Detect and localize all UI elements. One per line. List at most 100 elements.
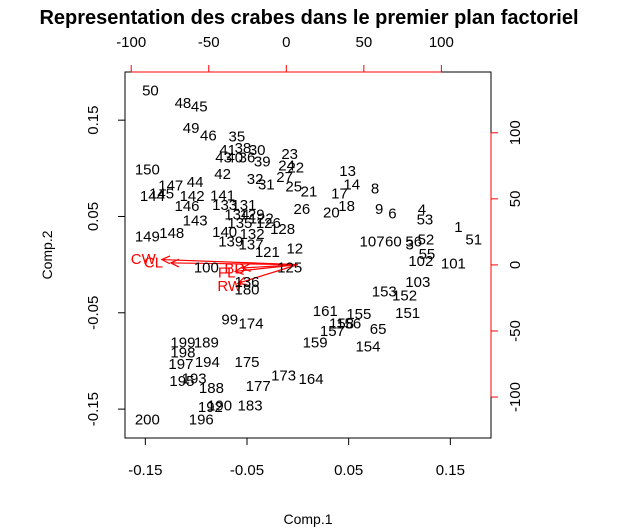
point-label: 195 — [169, 373, 194, 390]
y-tick-label: 0.05 — [85, 202, 102, 231]
variable-arrowhead — [160, 255, 171, 265]
point-label: 40 — [226, 150, 243, 167]
point-label: 131 — [231, 197, 256, 214]
point-label: 155 — [346, 306, 371, 323]
variable-arrow — [237, 264, 299, 284]
point-label: 24 — [278, 157, 295, 174]
variable-arrow — [242, 264, 298, 269]
point-label: 151 — [395, 305, 420, 322]
point-label: 199 — [170, 335, 195, 352]
variable-arrowhead — [169, 258, 180, 268]
point-label: 145 — [149, 185, 174, 202]
point-label: 38 — [235, 140, 252, 157]
point-label: 102 — [408, 253, 433, 270]
x-tick-label: -0.05 — [230, 462, 264, 479]
point-label: 148 — [159, 225, 184, 242]
point-label: 18 — [338, 198, 355, 215]
point-label: 56 — [405, 234, 422, 251]
point-label: 3 — [405, 236, 413, 253]
x-axis: -0.15 -0.05 0.05 0.15 — [128, 437, 465, 479]
point-label: 6 — [388, 206, 396, 223]
point-label: 136 — [234, 274, 259, 291]
point-label: 128 — [270, 221, 295, 238]
point-label: 194 — [195, 354, 220, 371]
point-label: 139 — [218, 234, 243, 251]
point-label: 144 — [140, 188, 165, 205]
point-label: 22 — [287, 159, 304, 176]
point-label: 129 — [240, 207, 265, 224]
variable-label: CL — [144, 255, 163, 272]
point-label: 21 — [301, 183, 318, 200]
right-tick-label: 50 — [507, 191, 524, 208]
point-label: 41 — [219, 142, 236, 159]
point-label: 174 — [239, 315, 264, 332]
point-label: 60 — [385, 234, 402, 251]
right-tick-label: 100 — [507, 120, 524, 145]
point-label: 177 — [246, 378, 271, 395]
point-label: 55 — [419, 246, 436, 263]
top-tick-label: 0 — [282, 34, 290, 51]
point-label: 161 — [313, 303, 338, 320]
point-label: 188 — [199, 380, 224, 397]
point-label: 159 — [303, 335, 328, 352]
point-label: 200 — [135, 412, 160, 429]
point-label: 44 — [187, 174, 204, 191]
point-label: 147 — [158, 178, 183, 195]
point-label: 121 — [255, 244, 280, 261]
top-tick-label: -100 — [116, 34, 146, 51]
variable-label: BD — [224, 260, 245, 277]
point-label: 143 — [183, 212, 208, 229]
point-label: 30 — [249, 142, 266, 159]
point-label: 180 — [234, 282, 259, 299]
point-label: 100 — [194, 260, 219, 277]
point-label: 125 — [277, 260, 302, 277]
right-axis: -100 -50 0 50 100 — [490, 120, 524, 412]
point-label: 65 — [370, 321, 387, 338]
y-tick-label: 0.15 — [85, 106, 102, 135]
point-label: 52 — [418, 232, 435, 249]
y-axis-label: Comp.2 — [39, 230, 55, 279]
point-label: 17 — [331, 185, 348, 202]
top-tick-label: 100 — [429, 34, 454, 51]
point-label: 1 — [454, 219, 462, 236]
point-label: 141 — [210, 187, 235, 204]
point-label: 12 — [286, 240, 303, 257]
point-label: 45 — [191, 99, 208, 116]
point-label: 99 — [221, 312, 238, 329]
y-tick-label: -0.05 — [85, 296, 102, 330]
point-label: 193 — [182, 370, 207, 387]
point-label: 25 — [285, 179, 302, 196]
point-label: 8 — [371, 181, 379, 198]
point-label: 53 — [417, 211, 434, 228]
point-label: 103 — [405, 274, 430, 291]
right-tick-label: -50 — [507, 320, 524, 342]
point-label: 133 — [212, 197, 237, 214]
point-label: 197 — [168, 356, 193, 373]
variable-arrowhead — [240, 263, 251, 272]
point-label: 101 — [441, 256, 466, 273]
variable-arrow — [170, 262, 298, 266]
point-label: 135 — [227, 215, 252, 232]
point-label: 20 — [323, 205, 340, 222]
point-label: 51 — [465, 232, 482, 249]
point-label: 132 — [240, 226, 265, 243]
variable-label: CW — [131, 251, 157, 268]
point-label: 196 — [189, 412, 214, 429]
point-label: 183 — [238, 397, 263, 414]
point-label: 149 — [135, 229, 160, 246]
point-label: 31 — [258, 177, 275, 194]
right-tick-label: -100 — [507, 382, 524, 412]
variable-arrowhead — [236, 276, 247, 286]
point-label: 48 — [175, 95, 192, 112]
point-label: 26 — [294, 201, 311, 218]
y-tick-label: -0.15 — [85, 392, 102, 426]
x-tick-label: 0.05 — [334, 462, 363, 479]
point-label: 137 — [239, 236, 264, 253]
point-label: 23 — [281, 146, 298, 163]
point-label: 39 — [254, 154, 271, 171]
point-label: 27 — [276, 169, 293, 186]
point-label: 36 — [239, 150, 256, 167]
